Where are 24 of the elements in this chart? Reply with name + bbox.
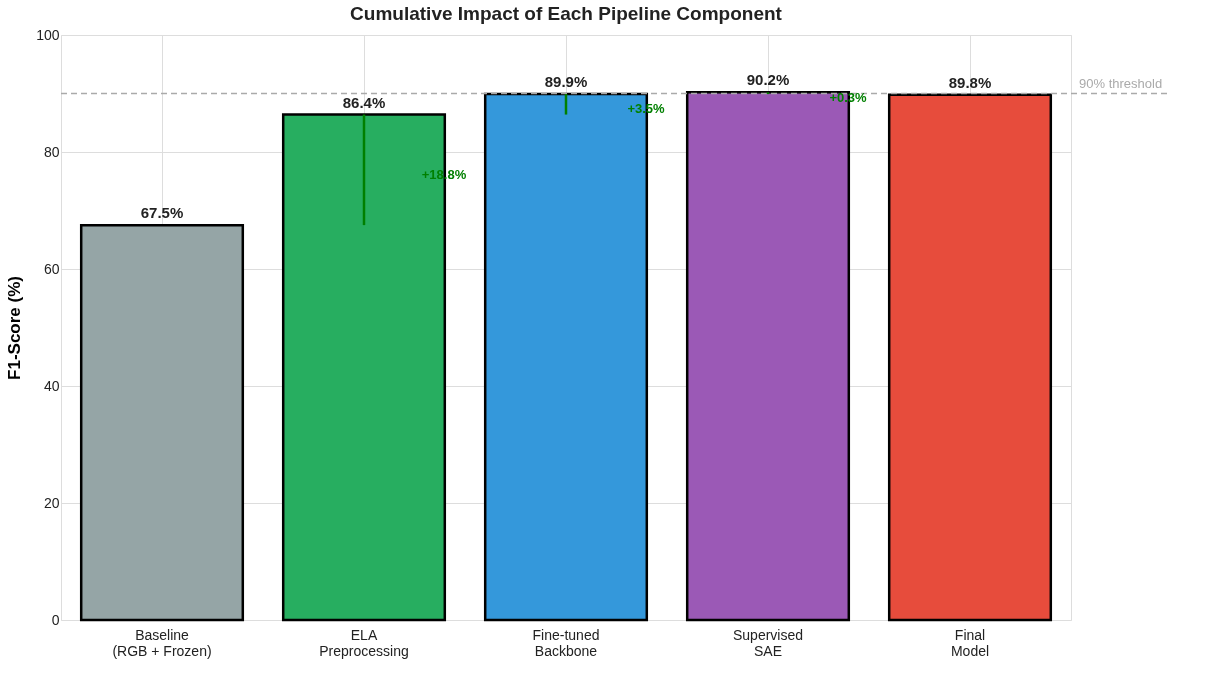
y-tick-label: 40 — [43, 377, 60, 394]
y-tick-label: 20 — [43, 494, 60, 511]
data-label: 89.8% — [948, 73, 992, 91]
ref-line-label: 90% threshold — [1079, 75, 1163, 91]
x-tick-label: Final Model — [950, 626, 990, 659]
annotation: +3.5% — [627, 101, 666, 117]
x-tick-label: ELA Preprocessing — [319, 626, 409, 659]
x-tick-label: Baseline (RGB + Frozen) — [112, 626, 212, 659]
data-label: 89.9% — [544, 73, 588, 91]
chart-title: Cumulative Impact of Each Pipeline Component — [350, 3, 783, 24]
bar — [79, 223, 245, 622]
data-label: 67.5% — [140, 204, 184, 222]
bar — [887, 93, 1053, 622]
x-tick-label: Fine-tuned Backbone — [532, 626, 600, 659]
annotation: +18.8% — [421, 166, 467, 182]
y-tick-label: 0 — [51, 611, 60, 628]
data-label: 90.2% — [746, 71, 790, 89]
y-tick-label: 80 — [43, 143, 60, 160]
y-tick-label: 100 — [36, 26, 60, 43]
x-tick-label: Supervised SAE — [732, 626, 804, 659]
data-label: 86.4% — [342, 93, 386, 111]
y-axis-title: F1-Score (%) — [5, 276, 25, 380]
y-tick-label: 60 — [43, 260, 60, 277]
annotation: +0.3% — [829, 90, 868, 106]
